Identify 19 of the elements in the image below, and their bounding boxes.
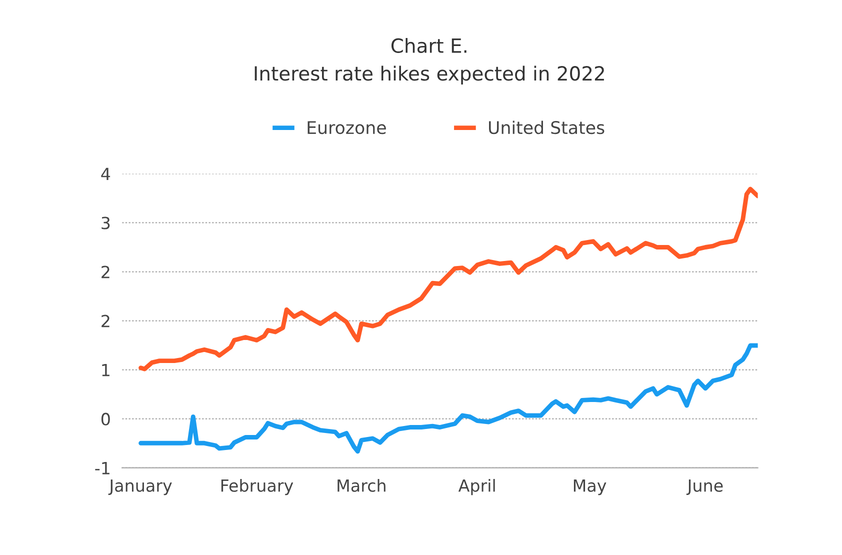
y-tick-label: -1 — [95, 462, 110, 474]
chart-subtitle: Interest rate hikes expected in 2022 — [254, 66, 604, 85]
legend-label: United States — [489, 120, 604, 134]
chart-title: Chart E. — [391, 38, 466, 53]
x-tick-label: June — [686, 479, 723, 495]
x-tick-label: May — [574, 479, 606, 496]
x-tick-label: February — [221, 478, 294, 496]
legend-label: Eurozone — [308, 121, 386, 134]
x-tick-label: January — [108, 479, 172, 496]
y-tick-label: 2 — [102, 266, 110, 278]
x-tick-label: March — [338, 478, 386, 492]
y-tick-label: 3 — [102, 216, 110, 230]
line-series — [138, 186, 758, 372]
y-tick-label: 2 — [102, 314, 110, 328]
line-series — [138, 343, 758, 454]
y-tick-label: 0 — [101, 412, 110, 426]
y-tick-label: 1 — [102, 364, 110, 376]
x-tick-label: April — [458, 478, 495, 496]
y-tick-label: 4 — [101, 168, 110, 180]
